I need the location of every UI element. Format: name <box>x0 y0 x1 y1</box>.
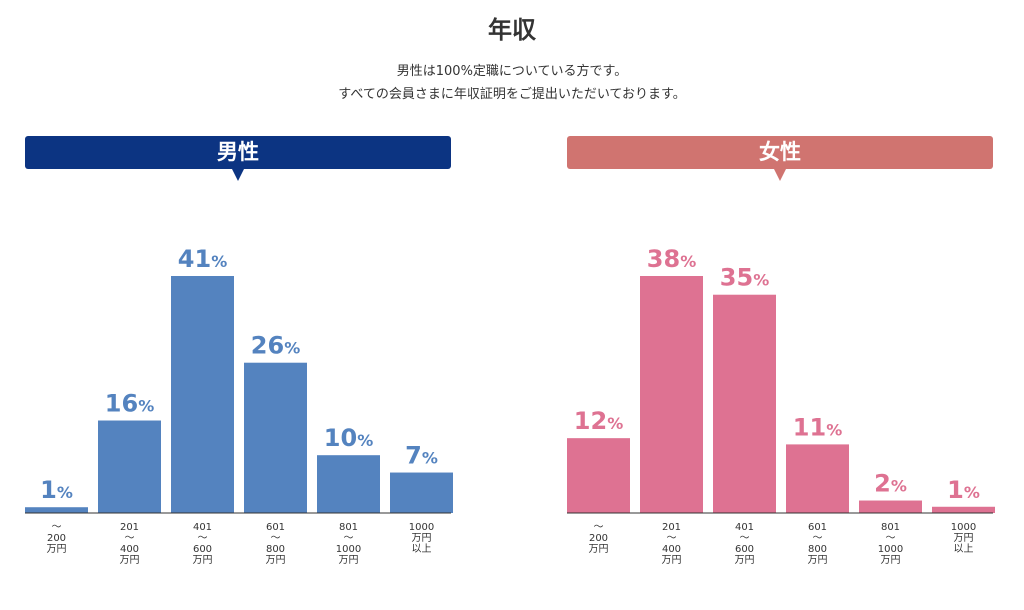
men-bar <box>390 472 453 513</box>
men-value-label: 1% <box>40 476 73 504</box>
women-category-label: 〜 200 万円 <box>589 522 609 555</box>
page-title: 年収 <box>488 16 536 44</box>
women-category-label: 801 〜 1000 万円 <box>878 522 903 566</box>
women-value-label: 12% <box>574 407 623 435</box>
men-bar <box>317 455 380 513</box>
women-value-label: 1% <box>947 476 980 504</box>
men-value-label: 16% <box>105 390 154 418</box>
men-header: 男性 <box>25 136 451 169</box>
men-income-panel: 男性 1% 〜 200 万円 16% 201 〜 400 万円 41% 401 〜 600 万円 26% 60… <box>25 136 453 606</box>
women-header: 女性 <box>567 136 993 169</box>
men-category-label: 201 〜 400 万円 <box>120 522 140 566</box>
men-category-label: 401 〜 600 万円 <box>193 522 213 566</box>
women-value-label: 38% <box>647 245 696 273</box>
women-value-label: 11% <box>793 413 842 441</box>
women-income-chart: 12% 〜 200 万円 38% 201 〜 400 万円 35% 401 〜 600 万円 11% 601 〜… <box>567 245 995 566</box>
men-header-pointer <box>232 169 244 181</box>
men-category-label: 601 〜 800 万円 <box>266 522 286 566</box>
men-category-label: 1000 万円以上 <box>409 522 434 555</box>
men-bar <box>25 507 88 513</box>
men-category-label: 〜 200 万円 <box>47 522 67 555</box>
women-income-panel: 女性 12% 〜 200 万円 38% 201 〜 400 万円 35% 401 〜 600 万円 11% 6… <box>567 136 995 606</box>
men-value-label: 41% <box>178 245 227 273</box>
women-bar <box>567 438 630 513</box>
men-value-label: 26% <box>251 332 300 360</box>
men-value-label: 10% <box>324 424 373 452</box>
women-bar <box>640 276 703 513</box>
men-bar <box>98 420 161 513</box>
women-value-label: 35% <box>720 264 769 292</box>
description-line-2: すべての会員さまに年収証明をご提出いただいております。 <box>338 87 686 102</box>
men-category-label: 801 〜 1000 万円 <box>336 522 361 566</box>
women-category-label: 201 〜 400 万円 <box>662 522 682 566</box>
women-header-pointer <box>774 169 786 181</box>
women-category-label: 601 〜 800 万円 <box>808 522 828 566</box>
women-value-label: 2% <box>874 470 907 498</box>
men-bar <box>171 276 234 513</box>
women-bar <box>932 506 995 513</box>
women-category-label: 401 〜 600 万円 <box>735 522 755 566</box>
men-bar <box>244 362 307 513</box>
men-income-chart: 1% 〜 200 万円 16% 201 〜 400 万円 41% 401 〜 600 万円 26% 601 〜 8… <box>25 245 453 566</box>
women-bar <box>713 294 776 513</box>
women-bar <box>786 444 849 513</box>
description-line-1: 男性は100%定職についている方です。 <box>396 64 628 79</box>
women-category-label: 1000 万円以上 <box>951 522 976 555</box>
men-value-label: 7% <box>405 442 438 470</box>
women-bar <box>859 500 922 513</box>
